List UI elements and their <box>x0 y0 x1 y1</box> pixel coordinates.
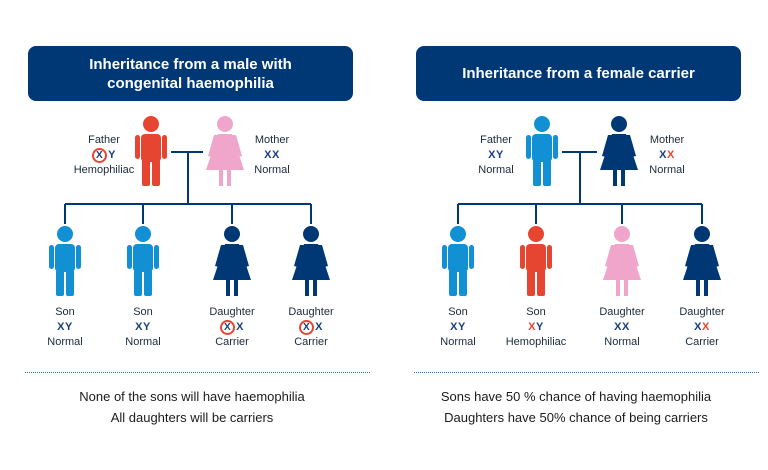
summary-text: Sons have 50 % chance of having haemophi… <box>384 386 768 428</box>
role-label: Son <box>133 306 153 318</box>
panel-female-carrier: Inheritance from a female carrier Sons h… <box>384 0 768 470</box>
summary-line-1: None of the sons will have haemophilia <box>79 389 305 404</box>
role-label: Daughter <box>288 306 334 318</box>
male-figure <box>442 226 474 296</box>
role-label: Son <box>448 306 468 318</box>
chromosome: Y <box>65 321 73 333</box>
genotype: XY <box>103 320 183 335</box>
status-label: Normal <box>254 164 290 176</box>
genotype: XY <box>25 320 105 335</box>
genotype: XX <box>232 148 312 163</box>
male-figure <box>526 116 558 186</box>
summary-line-2: Daughters have 50% chance of being carri… <box>444 410 708 425</box>
female-figure <box>213 226 251 296</box>
male-figure <box>49 226 81 296</box>
chromosome: Y <box>143 321 151 333</box>
status-label: Normal <box>440 336 476 348</box>
female-figure <box>292 226 330 296</box>
person-label: Son XY Normal <box>103 305 183 350</box>
chromosome: Y <box>458 321 466 333</box>
panel-title: Inheritance from a male with congenital … <box>28 46 353 101</box>
divider <box>25 372 370 373</box>
role-label: Father <box>88 134 120 146</box>
chromosome: X <box>236 321 244 333</box>
person-label: Mother XX Normal <box>627 133 707 178</box>
female-figure <box>206 116 244 186</box>
chromosome: X <box>488 149 496 161</box>
male-figure <box>127 226 159 296</box>
status-label: Carrier <box>685 336 719 348</box>
status-label: Normal <box>47 336 83 348</box>
chromosome: Y <box>536 321 544 333</box>
role-label: Son <box>55 306 75 318</box>
status-label: Hemophiliac <box>73 164 135 176</box>
status-label: Normal <box>478 164 514 176</box>
status-label: Normal <box>604 336 640 348</box>
person-label: Father XY Normal <box>456 133 536 178</box>
affected-x: X <box>667 149 675 161</box>
status-label: Hemophiliac <box>505 336 567 348</box>
male-figure <box>520 226 552 296</box>
person-label: Son XY Normal <box>25 305 105 350</box>
affected-x-circled: X <box>92 148 108 163</box>
chromosome: X <box>264 149 272 161</box>
genotype: XX <box>662 320 742 335</box>
male-figure <box>135 116 167 186</box>
genotype: XX <box>627 148 707 163</box>
role-label: Daughter <box>599 306 645 318</box>
genotype: XX <box>582 320 662 335</box>
summary-text: None of the sons will have haemophilia A… <box>0 386 384 428</box>
role-label: Son <box>526 306 546 318</box>
role-label: Daughter <box>679 306 725 318</box>
status-label: Normal <box>125 336 161 348</box>
genotype: XY <box>496 320 576 335</box>
person-label: Son XY Normal <box>418 305 498 350</box>
panel-male-haemophilia: Inheritance from a male with congenital … <box>0 46 384 428</box>
affected-x-circled: X <box>299 320 315 335</box>
chromosome: X <box>659 149 667 161</box>
panel-title: Inheritance from a female carrier <box>416 46 741 101</box>
chromosome: Y <box>108 149 116 161</box>
chromosome: X <box>315 321 323 333</box>
affected-x-circled: X <box>220 320 236 335</box>
chromosome: X <box>622 321 630 333</box>
person-label: Son XY Hemophiliac <box>496 305 576 350</box>
summary-line-1: Sons have 50 % chance of having haemophi… <box>440 389 712 404</box>
role-label: Father <box>480 134 512 146</box>
status-label: Normal <box>649 164 685 176</box>
female-figure <box>603 226 641 296</box>
chromosome: X <box>450 321 458 333</box>
pedigree-tree <box>442 116 721 296</box>
status-label: Carrier <box>215 336 249 348</box>
role-label: Mother <box>649 134 685 146</box>
chromosome: Y <box>496 149 504 161</box>
female-figure <box>683 226 721 296</box>
role-label: Daughter <box>209 306 255 318</box>
person-label: Daughter XX Normal <box>582 305 662 350</box>
status-label: Carrier <box>294 336 328 348</box>
chromosome: X <box>694 321 702 333</box>
affected-x: X <box>528 321 536 333</box>
divider <box>414 372 759 373</box>
genotype: XY <box>418 320 498 335</box>
person-label: Father X Y Hemophiliac <box>64 133 144 178</box>
summary-line-2: All daughters will be carriers <box>110 410 274 425</box>
chromosome: X <box>614 321 622 333</box>
pedigree-tree <box>49 116 330 296</box>
chromosome: X <box>135 321 143 333</box>
chromosome: X <box>272 149 280 161</box>
genotype: XY <box>456 148 536 163</box>
person-label: Mother XX Normal <box>232 133 312 178</box>
female-figure <box>600 116 638 186</box>
affected-x: X <box>702 321 710 333</box>
chromosome: X <box>57 321 65 333</box>
role-label: Mother <box>254 134 290 146</box>
